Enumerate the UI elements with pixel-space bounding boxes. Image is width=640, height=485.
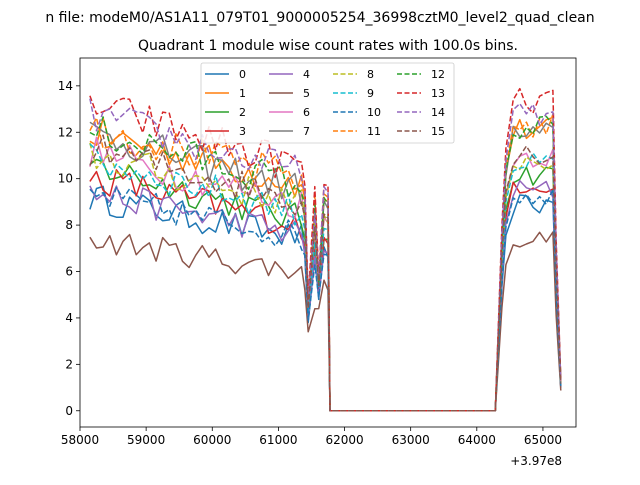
legend-label-5: 5 — [303, 87, 310, 100]
y-tick-label: 14 — [58, 79, 73, 93]
x-tick-label: 63000 — [392, 433, 430, 447]
x-tick-label: 65000 — [524, 433, 562, 447]
legend-label-6: 6 — [303, 106, 310, 119]
legend-label-13: 13 — [431, 87, 445, 100]
series-line-14 — [89, 98, 562, 412]
series-line-15 — [89, 134, 562, 412]
legend-label-7: 7 — [303, 125, 310, 138]
series-line-0 — [89, 185, 562, 412]
series-line-8 — [89, 142, 562, 412]
legend-label-10: 10 — [367, 106, 381, 119]
series-line-11 — [89, 113, 562, 412]
x-tick-label: 64000 — [458, 433, 496, 447]
y-tick-label: 6 — [65, 265, 73, 279]
legend-label-8: 8 — [367, 68, 374, 81]
series-line-10 — [89, 186, 562, 412]
y-tick-label: 2 — [65, 357, 73, 371]
plot-area: 58000 59000 60000 61000 62000 63000 64000 65000… — [58, 57, 577, 447]
legend-label-12: 12 — [431, 68, 445, 81]
x-tick-label: 62000 — [325, 433, 363, 447]
legend-label-15: 15 — [431, 125, 445, 138]
y-tick-label: 10 — [58, 172, 73, 186]
series-line-3 — [89, 169, 562, 412]
legend-label-1: 1 — [239, 87, 246, 100]
series-line-4 — [89, 179, 562, 412]
chart-title: Quadrant 1 module wise count rates with … — [138, 38, 518, 54]
legend-label-0: 0 — [239, 68, 246, 81]
legend-frame — [200, 62, 455, 144]
x-tick-label: 60000 — [193, 433, 231, 447]
x-offset-label: +3.97e8 — [510, 454, 562, 468]
y-tick-label: 12 — [58, 125, 73, 139]
axes-frame — [79, 57, 577, 428]
legend-label-14: 14 — [431, 106, 445, 119]
x-tick-label: 59000 — [127, 433, 165, 447]
legend-label-11: 11 — [367, 125, 381, 138]
legend-label-9: 9 — [367, 87, 374, 100]
x-tick-label: 61000 — [259, 433, 297, 447]
y-tick-label: 0 — [65, 404, 73, 418]
legend-label-3: 3 — [239, 125, 246, 138]
series-line-13 — [89, 87, 562, 412]
figure-suptitle: n file: modeM0/AS1A11_079T01_9000005254_… — [45, 10, 594, 26]
series-line-5 — [89, 231, 562, 412]
x-tick-label: 58000 — [61, 433, 99, 447]
y-tick-label: 4 — [65, 311, 73, 325]
legend-label-4: 4 — [303, 68, 310, 81]
series-line-9 — [89, 143, 562, 412]
legend-label-2: 2 — [239, 106, 246, 119]
y-tick-label: 8 — [65, 218, 73, 232]
